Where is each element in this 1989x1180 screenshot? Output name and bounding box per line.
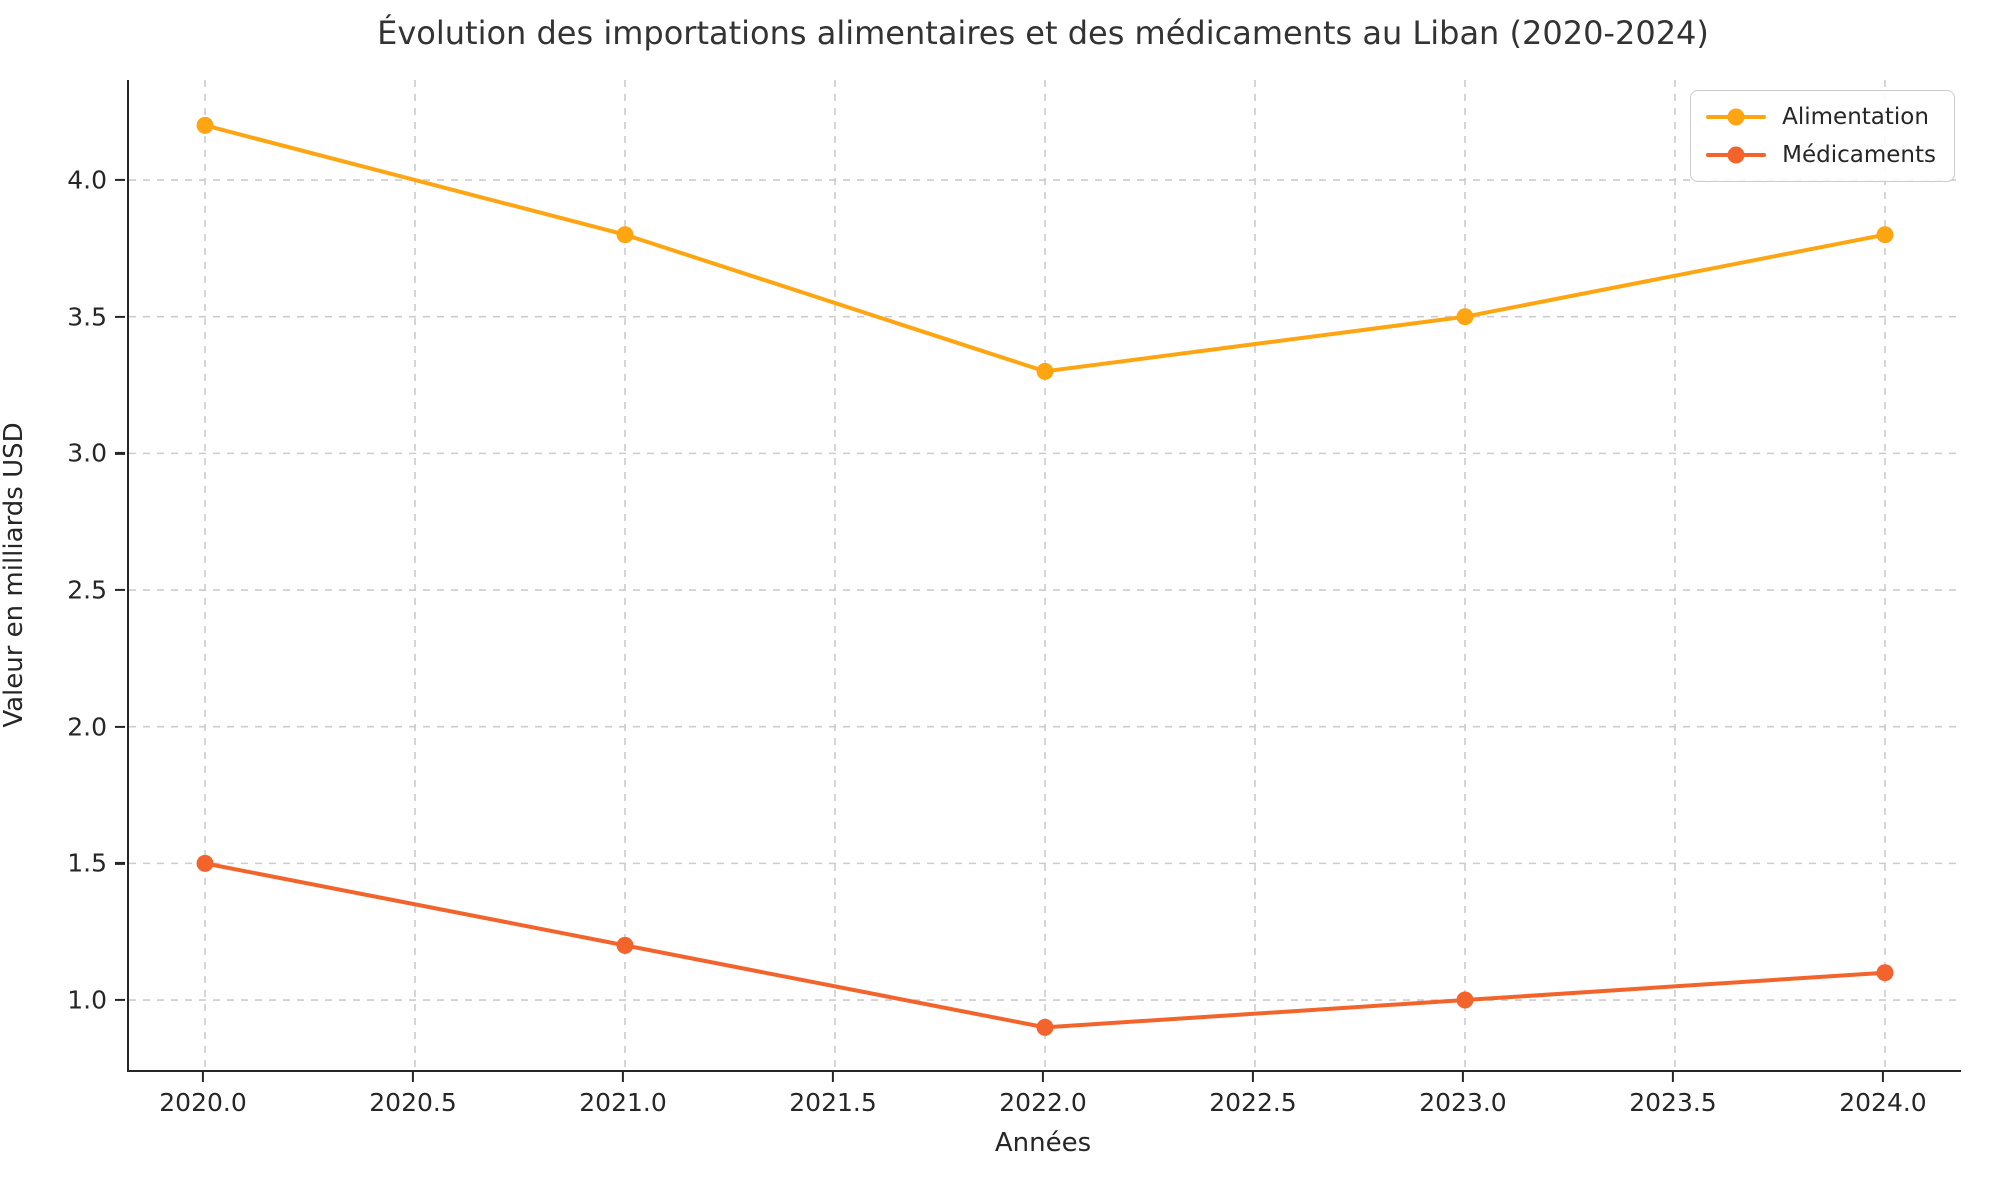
chart-canvas [129,80,1961,1070]
data-point [616,226,634,244]
data-point [1036,362,1054,380]
y-tick-mark [115,725,125,728]
y-tick-mark [115,588,125,592]
x-tick-label: 2022.0 [999,1088,1087,1117]
y-tick-label: 2.5 [67,575,107,605]
data-point [196,854,214,872]
y-tick-label: 4.0 [67,165,107,195]
legend-label-alimentation: Alimentation [1782,104,1929,130]
alimentation-line-swatch-icon [1706,108,1767,126]
x-tick-label: 2020.0 [159,1088,247,1117]
x-tick-label: 2021.5 [789,1088,877,1117]
legend-entry-medicaments: Médicaments [1706,142,1936,168]
x-tick-label: 2023.5 [1629,1088,1717,1117]
y-tick-label: 3.0 [67,438,107,468]
x-tick-label: 2020.5 [369,1088,457,1117]
legend-entry-alimentation: Alimentation [1706,104,1936,130]
legend: Alimentation Médicaments [1690,90,1955,182]
x-tick-mark [1041,1072,1045,1082]
x-tick-mark [1881,1072,1885,1082]
x-tick-mark [201,1072,205,1082]
data-point [1456,308,1474,326]
y-tick-mark [115,315,125,318]
data-point [1036,1018,1054,1036]
x-tick-label: 2023.0 [1419,1088,1507,1117]
x-tick-mark [411,1072,415,1082]
y-tick-label: 3.5 [67,302,107,332]
x-tick-mark [1251,1072,1255,1082]
y-tick-mark [115,452,125,455]
x-tick-mark [831,1072,835,1082]
data-point [1456,991,1474,1009]
y-tick-label: 1.5 [67,848,107,878]
x-tick-label: 2021.0 [579,1088,667,1117]
data-point [1876,226,1894,244]
data-point [196,116,214,134]
x-tick-label: 2024.0 [1839,1088,1927,1117]
legend-label-medicaments: Médicaments [1782,142,1936,168]
y-axis-label: Valeur en milliards USD [0,422,29,728]
data-point [616,936,634,954]
medicaments-line-swatch-icon [1706,146,1767,164]
alimentation-marker-icon [1727,108,1745,126]
x-tick-label: 2022.5 [1209,1088,1297,1117]
x-tick-mark [1461,1072,1465,1082]
y-tick-mark [115,862,125,865]
x-axis-label: Années [994,1128,1092,1158]
data-point [1876,964,1894,982]
series-line-médicaments [203,861,1887,1030]
x-tick-mark [621,1072,625,1082]
plot-area [127,80,1961,1072]
y-tick-label: 1.0 [67,985,107,1015]
y-tick-mark [115,178,125,182]
y-tick-label: 2.0 [67,712,107,742]
y-tick-mark [115,998,125,1002]
chart-title: Évolution des importations alimentaires … [377,14,1709,52]
medicaments-marker-icon [1727,146,1745,164]
x-tick-mark [1671,1072,1675,1082]
